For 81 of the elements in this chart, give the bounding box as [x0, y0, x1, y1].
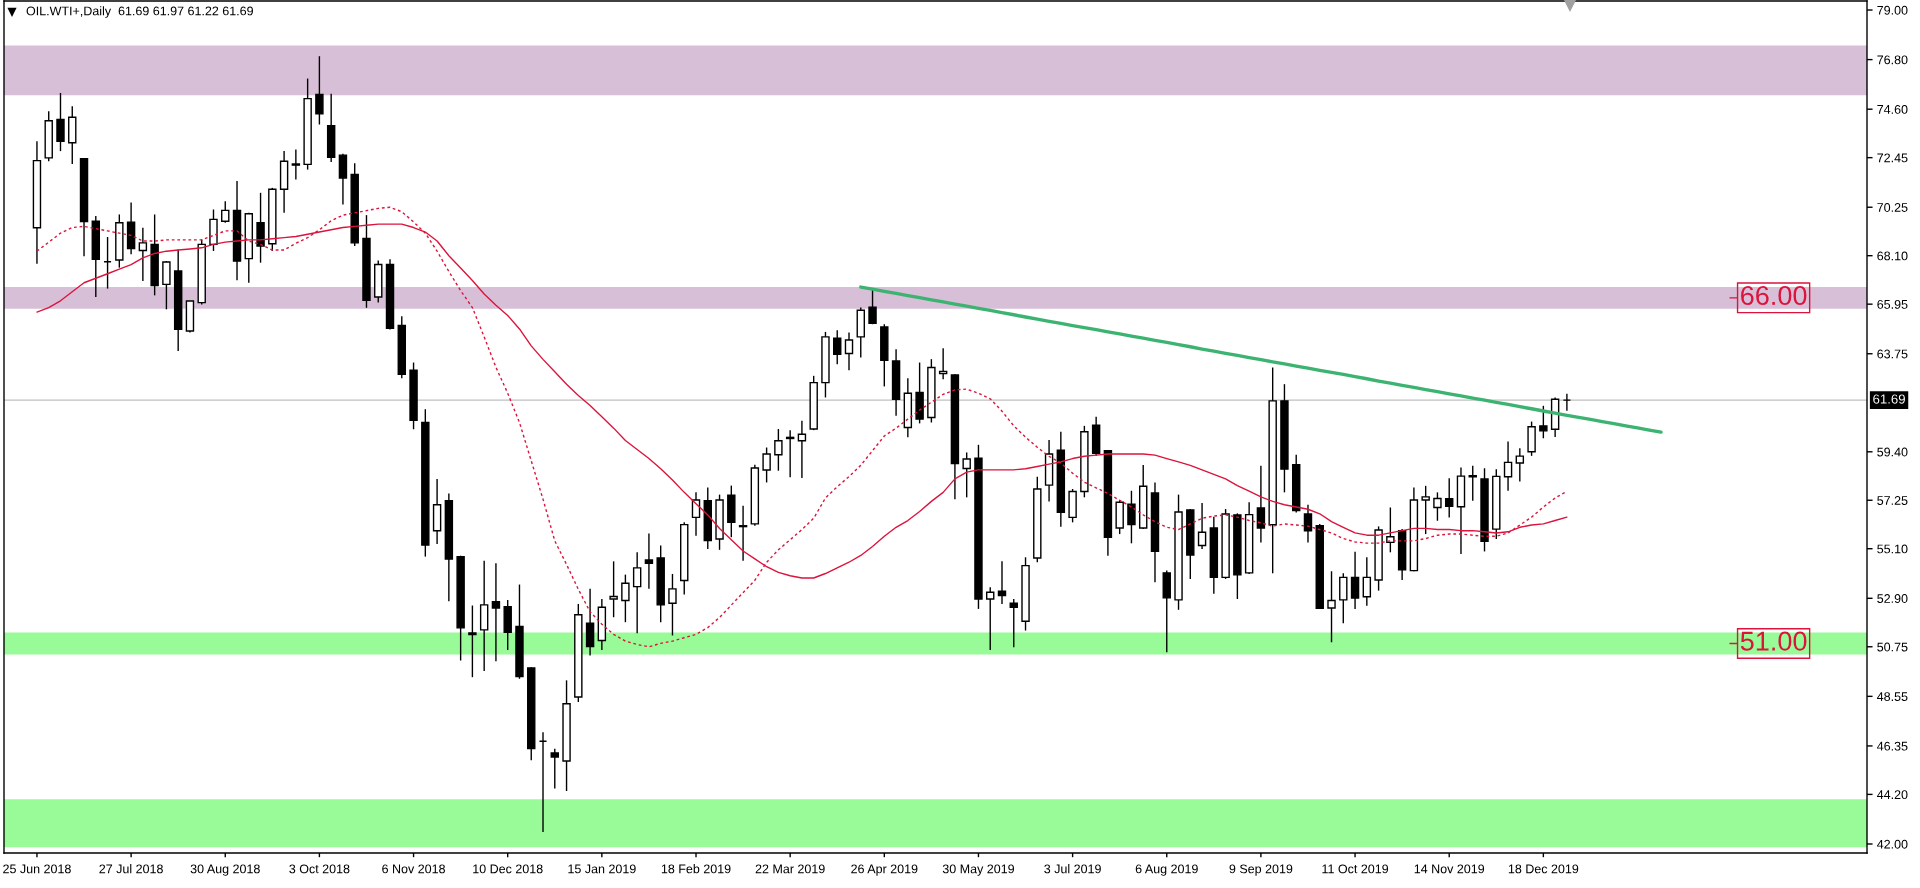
- candlestick: [868, 288, 877, 325]
- y-tick-label: 59.40: [1877, 447, 1908, 457]
- candlestick: [1362, 556, 1372, 607]
- x-tick-label: 14 Nov 2019: [1414, 864, 1485, 874]
- candlestick: [1127, 490, 1136, 544]
- y-tick-label: 68.10: [1877, 251, 1908, 261]
- y-tick-label: 65.95: [1877, 299, 1908, 309]
- chart-title: OIL.WTI+,Daily 61.69 61.97 61.22 61.69: [26, 6, 253, 18]
- x-tick-label: 3 Oct 2018: [289, 864, 350, 874]
- candlestick: [256, 192, 265, 264]
- x-tick-label: 6 Aug 2019: [1135, 864, 1198, 876]
- x-tick-label: 30 Aug 2018: [190, 864, 260, 876]
- x-tick-label: 11 Oct 2019: [1322, 864, 1389, 874]
- band-label: 66.00: [1741, 285, 1807, 306]
- candlestick: [985, 586, 995, 651]
- line-series: [36, 206, 1568, 648]
- candlestick: [1197, 502, 1207, 550]
- candlestick: [1444, 477, 1454, 519]
- candlestick: [1350, 550, 1360, 610]
- y-tick-label: 44.20: [1877, 790, 1908, 800]
- y-tick-label: 52.90: [1877, 594, 1908, 603]
- candlestick: [585, 588, 595, 657]
- candlestick: [162, 260, 171, 311]
- y-tick-label: 70.25: [1877, 203, 1908, 212]
- candlestick: [632, 551, 642, 634]
- y-tick-label: 50.75: [1877, 642, 1908, 652]
- candlestick: [1468, 465, 1477, 502]
- candlestick: [550, 747, 560, 790]
- candlestick: [644, 532, 654, 590]
- y-tick-label: 57.25: [1877, 496, 1908, 505]
- y-tick-label: 63.75: [1877, 349, 1908, 359]
- candlestick: [1256, 465, 1266, 544]
- x-tick-label: 9 Sep 2019: [1229, 864, 1293, 876]
- candlestick: [762, 446, 771, 484]
- candlestick: [56, 92, 65, 152]
- band-label: 51.00: [1740, 631, 1807, 651]
- y-tick-label: 46.35: [1877, 741, 1908, 751]
- x-tick-label: 25 Jun 2018: [3, 864, 71, 874]
- x-tick-label: 27 Jul 2018: [99, 864, 163, 874]
- y-tick-label: 42.00: [1877, 839, 1908, 849]
- x-tick-label: 18 Dec 2019: [1508, 864, 1579, 874]
- x-tick-label: 10 Dec 2018: [473, 864, 543, 874]
- x-tick-label: 22 Mar 2019: [755, 864, 825, 874]
- y-tick-label: 76.80: [1877, 55, 1908, 65]
- candlestick: [468, 604, 477, 678]
- candlestick: [1539, 405, 1548, 439]
- candlestick: [774, 428, 783, 472]
- line-series: [859, 285, 1663, 434]
- x-tick-label: 30 May 2019: [942, 864, 1014, 876]
- candlestick: [609, 560, 618, 618]
- y-tick-label: 79.00: [1877, 5, 1908, 15]
- y-tick-label: 55.10: [1877, 544, 1908, 554]
- candlestick: [844, 331, 854, 371]
- x-tick-label: 3 Jul 2019: [1044, 864, 1101, 874]
- candlestick: [833, 329, 842, 366]
- candlestick: [221, 200, 230, 224]
- x-tick-label: 26 Apr 2019: [851, 864, 918, 876]
- candlestick: [962, 451, 971, 499]
- candlestick: [621, 573, 630, 623]
- x-tick-label: 6 Nov 2018: [382, 864, 445, 874]
- y-tick-label: 48.55: [1877, 692, 1908, 701]
- candlestick: [1503, 440, 1513, 492]
- x-tick-label: 15 Jan 2019: [568, 864, 636, 874]
- y-tick-label: 72.45: [1877, 153, 1908, 163]
- candlestick: [1339, 572, 1348, 625]
- x-tick-label: 18 Feb 2019: [661, 864, 731, 874]
- candlestick: [1327, 570, 1336, 643]
- candlestick: [1421, 485, 1430, 535]
- y-tick-label: 74.60: [1877, 104, 1908, 114]
- candlestick: [1433, 491, 1442, 522]
- candlestick: [338, 153, 348, 206]
- candlestick: [738, 504, 748, 562]
- candlestick: [1009, 598, 1018, 648]
- ref-line-label: 61.69: [1873, 394, 1905, 404]
- candlestick: [1515, 447, 1525, 483]
- candlestick: [138, 227, 148, 282]
- candlestick: [668, 573, 677, 637]
- candlestick: [491, 562, 501, 662]
- candlestick: [291, 148, 301, 181]
- candlestick: [315, 55, 324, 126]
- candlestick: [1303, 504, 1313, 544]
